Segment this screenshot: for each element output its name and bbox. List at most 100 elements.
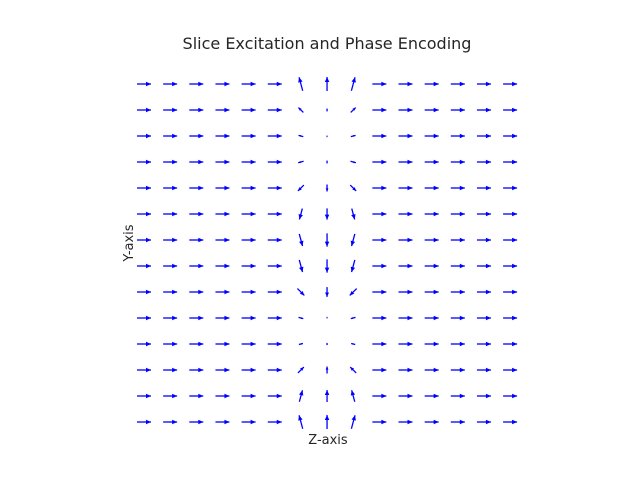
vector-arrow <box>476 367 491 373</box>
vector-arrow <box>325 366 329 374</box>
vector-arrow <box>241 211 256 217</box>
vector-arrow <box>503 393 518 399</box>
vector-arrow <box>189 237 204 243</box>
vector-arrow <box>137 289 151 295</box>
vector-arrow <box>424 263 439 269</box>
vector-arrow <box>189 159 204 165</box>
vector-arrow <box>450 341 465 347</box>
vector-arrow <box>215 315 230 321</box>
vector-arrow <box>450 393 465 399</box>
vector-arrow <box>424 237 439 243</box>
vector-arrow <box>450 315 465 321</box>
vector-arrow <box>503 263 518 269</box>
vector-arrow <box>267 263 282 269</box>
vector-arrow <box>351 208 356 220</box>
vector-arrow <box>137 211 151 217</box>
vector-arrow <box>424 81 439 87</box>
vector-arrow <box>326 160 328 164</box>
vector-arrow <box>241 81 256 87</box>
vector-arrow <box>163 185 178 191</box>
vector-arrow <box>267 367 282 373</box>
vector-arrow <box>503 237 518 243</box>
vector-arrow <box>189 133 204 139</box>
vector-arrow <box>215 289 230 295</box>
vector-arrow <box>398 107 413 113</box>
vector-arrow <box>476 81 491 87</box>
vector-arrow <box>476 107 491 113</box>
vector-arrow <box>424 133 439 139</box>
vector-arrow <box>267 237 282 243</box>
vector-arrow <box>372 107 387 113</box>
vector-arrow <box>267 341 282 347</box>
vector-arrow <box>349 288 358 296</box>
vector-arrow <box>424 341 439 347</box>
vector-arrow <box>503 211 518 217</box>
vector-arrow <box>398 263 413 269</box>
vector-arrow <box>476 263 491 269</box>
vector-arrow <box>241 315 256 321</box>
vector-arrow <box>372 159 387 165</box>
vector-arrow <box>215 263 230 269</box>
arrow-field <box>137 77 518 429</box>
vector-arrow <box>398 81 413 87</box>
vector-arrow <box>267 289 282 295</box>
vector-arrow <box>398 211 413 217</box>
vector-arrow <box>326 108 328 112</box>
vector-arrow <box>298 342 304 346</box>
vector-arrow <box>267 419 282 425</box>
vector-arrow <box>189 263 204 269</box>
vector-arrow <box>163 133 178 139</box>
vector-arrow <box>450 159 465 165</box>
vector-arrow <box>298 233 304 247</box>
vector-arrow <box>267 133 282 139</box>
vector-arrow <box>372 341 387 347</box>
vector-arrow <box>189 107 204 113</box>
vector-arrow <box>241 393 256 399</box>
vector-arrow <box>503 289 518 295</box>
vector-arrow <box>372 81 387 87</box>
vector-arrow <box>267 185 282 191</box>
vector-arrow <box>189 393 204 399</box>
vector-arrow <box>424 185 439 191</box>
vector-arrow <box>372 237 387 243</box>
vector-arrow <box>476 419 491 425</box>
x-axis-label: Z-axis <box>308 433 348 448</box>
vector-arrow <box>326 342 328 346</box>
vector-arrow <box>503 315 518 321</box>
vector-arrow <box>503 341 518 347</box>
vector-arrow <box>450 419 465 425</box>
vector-arrow <box>163 81 178 87</box>
vector-arrow <box>324 415 330 429</box>
vector-arrow <box>215 237 230 243</box>
vector-arrow <box>476 341 491 347</box>
vector-arrow <box>298 208 303 220</box>
vector-arrow <box>398 237 413 243</box>
vector-arrow <box>137 81 151 87</box>
vector-arrow <box>189 81 204 87</box>
vector-arrow <box>372 133 387 139</box>
vector-arrow <box>476 289 491 295</box>
vector-arrow <box>398 393 413 399</box>
vector-arrow <box>398 289 413 295</box>
vector-arrow <box>267 315 282 321</box>
vector-arrow <box>350 316 356 320</box>
vector-arrow <box>350 160 357 164</box>
vector-arrow <box>503 81 518 87</box>
vector-arrow <box>476 211 491 217</box>
vector-arrow <box>398 315 413 321</box>
y-axis-label: Y-axis <box>122 224 137 262</box>
vector-arrow <box>137 367 151 373</box>
vector-arrow <box>137 263 151 269</box>
vector-arrow <box>215 107 230 113</box>
vector-arrow <box>324 208 330 220</box>
vector-arrow <box>215 419 230 425</box>
vector-arrow <box>424 419 439 425</box>
vector-arrow <box>450 289 465 295</box>
vector-arrow <box>424 393 439 399</box>
vector-arrow <box>267 211 282 217</box>
vector-arrow <box>215 133 230 139</box>
vector-arrow <box>241 107 256 113</box>
vector-arrow <box>476 133 491 139</box>
vector-arrow <box>137 107 151 113</box>
